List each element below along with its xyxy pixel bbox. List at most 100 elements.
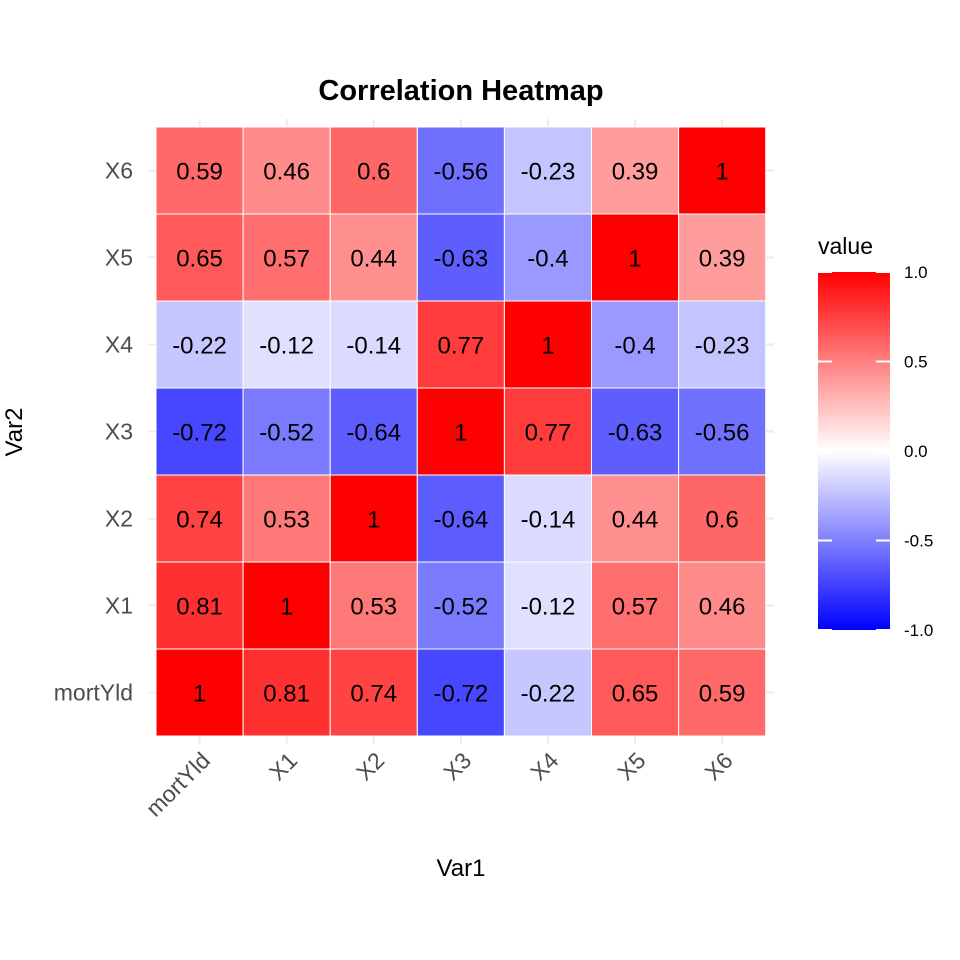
y-axis-tick-labels: mortYld X1 X2 X3 X4 X5 X6 — [54, 158, 133, 706]
cell-value-label: -0.22 — [521, 681, 576, 708]
heatmap-cell — [155, 387, 244, 476]
cell-value-label: 0.77 — [437, 333, 484, 360]
cell-value-label: -0.72 — [172, 420, 227, 447]
cell-value-label: -0.4 — [527, 246, 568, 273]
heatmap-cell — [678, 561, 767, 650]
cell-value-label: 0.77 — [525, 420, 572, 447]
cell-value-label: -0.12 — [521, 594, 576, 621]
cell-value-label: 0.81 — [263, 681, 310, 708]
heatmap-cell — [591, 561, 680, 650]
heatmap-cell — [503, 387, 592, 476]
cell-value-label: 0.46 — [699, 594, 746, 621]
y-tick-label: X6 — [105, 158, 133, 184]
cell-value-label: 0.57 — [612, 594, 659, 621]
heatmap-cell — [678, 648, 767, 737]
heatmap-cell — [416, 561, 505, 650]
x-tick-label: X6 — [699, 747, 737, 785]
cell-value-label: 1 — [367, 507, 380, 534]
heatmap-cell — [242, 474, 331, 563]
x-tick-label: X1 — [264, 747, 302, 785]
heatmap-cell — [329, 126, 418, 215]
cell-value-label: -0.63 — [608, 420, 663, 447]
heatmap-cell — [591, 387, 680, 476]
cell-value-label: 0.81 — [176, 594, 223, 621]
legend-tick-label: 0.0 — [904, 442, 928, 461]
cell-value-label: -0.52 — [259, 420, 314, 447]
cell-value-label: -0.23 — [521, 159, 576, 186]
heatmap-cell — [416, 387, 505, 476]
cell-value-label: 0.57 — [263, 246, 310, 273]
cell-value-label: 0.65 — [176, 246, 223, 273]
heatmap-cell — [329, 474, 418, 563]
legend: value 1.0 0.5 0.0 -0.5 -1.0 — [818, 233, 933, 640]
y-tick-label: X1 — [105, 593, 133, 619]
heatmap-cell — [416, 474, 505, 563]
cell-value-label: 0.39 — [612, 159, 659, 186]
heatmap-cell — [591, 474, 680, 563]
cell-value-label: 0.74 — [176, 507, 223, 534]
cell-value-label: -0.14 — [346, 333, 401, 360]
heatmap-cell — [503, 648, 592, 737]
legend-title: value — [818, 233, 873, 259]
heatmap-cell — [329, 387, 418, 476]
heatmap-cell — [503, 474, 592, 563]
heatmap-cell — [155, 300, 244, 389]
cell-value-label: 1 — [715, 159, 728, 186]
cell-value-label: -0.56 — [695, 420, 750, 447]
x-axis-title: Var1 — [437, 855, 486, 882]
cell-value-labels: 1 0.81 0.74 -0.72 -0.22 0.65 0.59 0.81 1 0.53 -0.5… — [172, 159, 749, 708]
heatmap-cell — [591, 213, 680, 302]
legend-tick-label: -1.0 — [904, 621, 933, 640]
heatmap-cell — [503, 561, 592, 650]
legend-tick-label: 1.0 — [904, 263, 928, 282]
cell-value-label: 0.39 — [699, 246, 746, 273]
cell-value-label: 1 — [454, 420, 467, 447]
cell-value-label: 1 — [193, 681, 206, 708]
cell-value-label: 0.44 — [350, 246, 397, 273]
y-tick-label: X3 — [105, 419, 133, 445]
y-tick-label: X2 — [105, 506, 133, 532]
heatmap-cell — [329, 648, 418, 737]
cell-value-label: -0.63 — [433, 246, 488, 273]
chart-title: Correlation Heatmap — [318, 75, 603, 107]
heatmap-cell — [591, 648, 680, 737]
cell-value-label: 0.53 — [263, 507, 310, 534]
cell-value-label: -0.64 — [433, 507, 488, 534]
y-tick-label: X5 — [105, 245, 133, 271]
cell-value-label: 1 — [280, 594, 293, 621]
cell-value-label: -0.64 — [346, 420, 401, 447]
heatmap-cell — [678, 387, 767, 476]
heatmap-cell — [591, 126, 680, 215]
heatmap-cell — [242, 387, 331, 476]
cell-value-label: -0.72 — [433, 681, 488, 708]
legend-tick-label: 0.5 — [904, 353, 928, 372]
cell-value-label: 0.59 — [176, 159, 223, 186]
cell-value-label: -0.12 — [259, 333, 314, 360]
x-axis-tick-labels: mortYld X1 X2 X3 X4 X5 X6 — [141, 747, 738, 822]
x-tick-label: X5 — [612, 747, 650, 785]
heatmap-cell — [416, 126, 505, 215]
legend-tick-label: -0.5 — [904, 532, 933, 551]
cell-value-label: 0.44 — [612, 507, 659, 534]
x-tick-label: X2 — [351, 747, 389, 785]
legend-ticks: 1.0 0.5 0.0 -0.5 -1.0 — [818, 263, 933, 640]
cell-value-label: -0.52 — [433, 594, 488, 621]
heatmap-cells — [155, 126, 767, 737]
heatmap-cell — [678, 300, 767, 389]
heatmap-cell — [416, 300, 505, 389]
heatmap-cell — [242, 561, 331, 650]
heatmap-cell — [329, 561, 418, 650]
cell-value-label: -0.22 — [172, 333, 227, 360]
cell-value-label: 0.6 — [705, 507, 738, 534]
heatmap-cell — [242, 213, 331, 302]
y-axis-title: Var2 — [1, 408, 28, 457]
heatmap-cell — [242, 126, 331, 215]
cell-value-label: 1 — [628, 246, 641, 273]
cell-value-label: 0.65 — [612, 681, 659, 708]
cell-value-label: 1 — [541, 333, 554, 360]
cell-value-label: -0.14 — [521, 507, 576, 534]
heatmap-cell — [155, 474, 244, 563]
x-tick-label: X3 — [438, 747, 476, 785]
cell-value-label: 0.74 — [350, 681, 397, 708]
